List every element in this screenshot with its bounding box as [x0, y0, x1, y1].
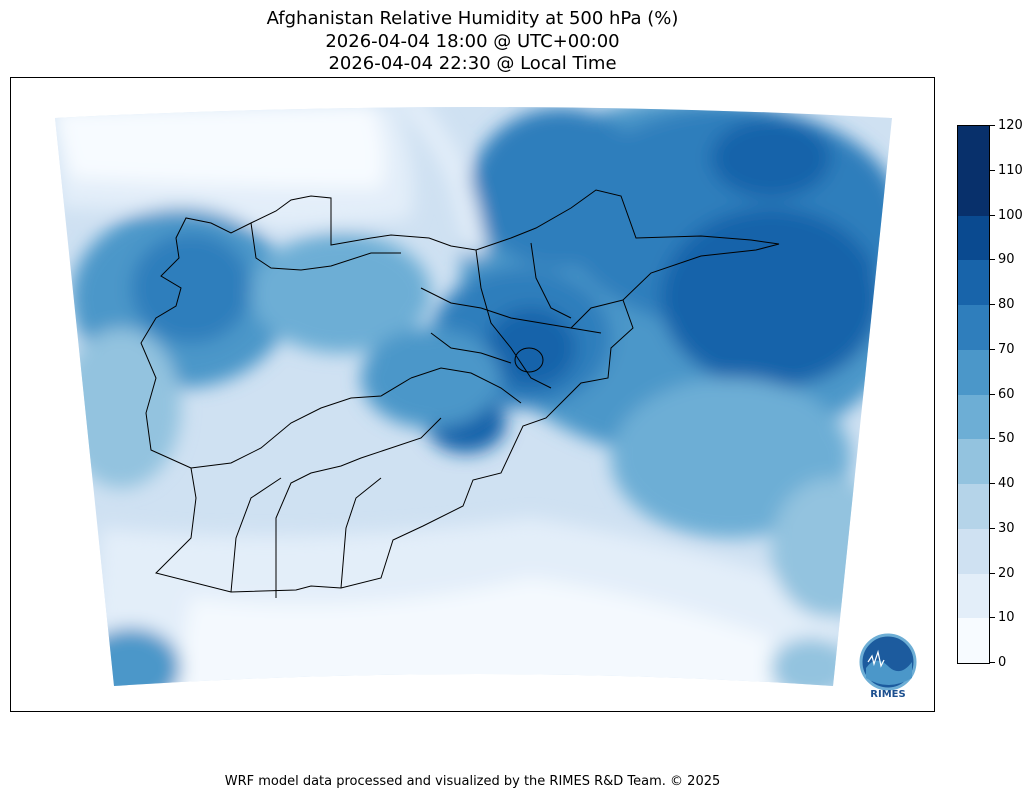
- colorbar-segment: [958, 125, 989, 171]
- humidity-field: [55, 107, 892, 686]
- colorbar-tick-label: 100: [990, 209, 1023, 222]
- afghanistan-boundary: [140, 189, 780, 598]
- colorbar-tick-label: 0: [990, 656, 1006, 669]
- map-panel[interactable]: [10, 77, 935, 712]
- colorbar-tick-label: 80: [990, 298, 1015, 311]
- title-line-local: 2026-04-04 22:30 @ Local Time: [328, 53, 617, 74]
- colorbar-tick-label: 50: [990, 432, 1015, 445]
- colorbar-segment: [958, 573, 989, 619]
- colorbar-segment: [958, 259, 989, 305]
- humidity-map: [55, 107, 892, 686]
- colorbar-tick-label: 110: [990, 164, 1023, 177]
- title-line-utc: 2026-04-04 18:00 @ UTC+00:00: [325, 30, 620, 52]
- map-title: Afghanistan Relative Humidity at 500 hPa…: [10, 8, 935, 76]
- title-line-variable: Afghanistan Relative Humidity at 500 hPa…: [266, 8, 679, 29]
- colorbar-tick-label: 60: [990, 388, 1015, 401]
- colorbar-segment: [958, 528, 989, 574]
- colorbar-tick-label: 10: [990, 611, 1015, 624]
- colorbar-segment: [958, 215, 989, 261]
- colorbar-tick-label: 120: [990, 119, 1023, 132]
- colorbar-tick-label: 70: [990, 343, 1015, 356]
- logo-text: RIMES: [870, 689, 905, 700]
- colorbar: [957, 125, 990, 664]
- colorbar-segment: [958, 483, 989, 529]
- colorbar-tick-label: 90: [990, 253, 1015, 266]
- rimes-logo: RIMES: [859, 633, 917, 700]
- colorbar-segment: [958, 438, 989, 484]
- colorbar-segment: [958, 349, 989, 395]
- colorbar-tick-label: 30: [990, 522, 1015, 535]
- colorbar-segment: [958, 304, 989, 350]
- colorbar-tick-label: 20: [990, 567, 1015, 580]
- footer-credit: WRF model data processed and visualized …: [224, 774, 721, 789]
- colorbar-segment: [958, 394, 989, 440]
- colorbar-segment: [958, 617, 989, 663]
- colorbar-tick-label: 40: [990, 477, 1015, 490]
- colorbar-segment: [958, 170, 989, 216]
